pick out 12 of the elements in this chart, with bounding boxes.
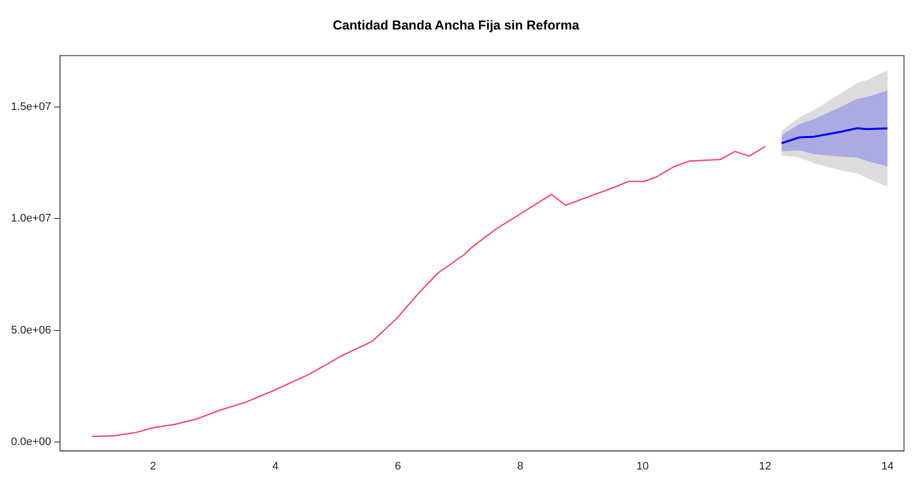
y-tick-label: 5.0e+06: [10, 324, 52, 336]
x-tick-label: 12: [758, 460, 772, 472]
x-tick-label: 8: [517, 460, 524, 472]
x-tick-label: 4: [272, 460, 279, 472]
x-tick-label: 6: [394, 460, 401, 472]
chart-title: Cantidad Banda Ancha Fija sin Reforma: [332, 17, 580, 32]
y-tick-label: 0.0e+00: [10, 436, 52, 448]
x-tick-label: 14: [881, 460, 894, 472]
x-tick-label: 10: [636, 460, 649, 472]
x-tick-label: 2: [150, 460, 156, 472]
y-tick-label: 1.5e+07: [10, 101, 52, 114]
y-tick-label: 1.0e+07: [10, 212, 52, 225]
